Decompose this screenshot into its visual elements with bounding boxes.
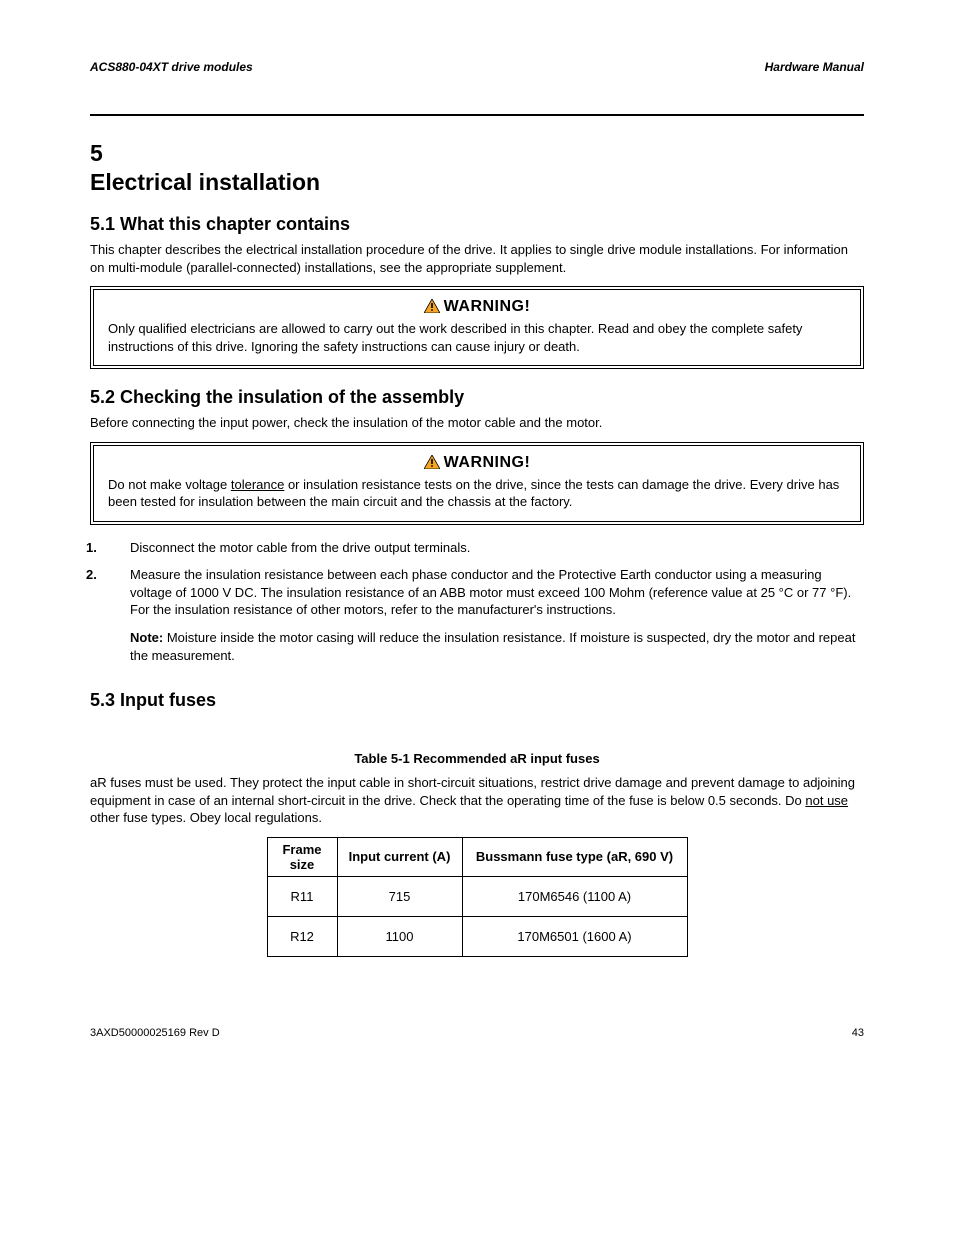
cell-fuse: 170M6546 (1100 A)	[462, 876, 687, 916]
th-fuse: Bussmann fuse type (aR, 690 V)	[462, 837, 687, 876]
fuses-intro: aR fuses must be used. They protect the …	[90, 774, 864, 827]
table-row: R12 1100 170M6501 (1600 A)	[267, 916, 687, 956]
table-caption: Table 5-1 Recommended aR input fuses	[90, 751, 864, 766]
intro-body: This chapter describes the electrical in…	[90, 241, 864, 276]
cell-fuse: 170M6501 (1600 A)	[462, 916, 687, 956]
header-left: ACS880-04XT drive modules	[90, 60, 253, 74]
fuses-intro-suffix: other fuse types. Obey local regulations…	[90, 810, 322, 825]
table-header-row: Frame size Input current (A) Bussmann fu…	[267, 837, 687, 876]
note-text: Moisture inside the motor casing will re…	[130, 630, 855, 663]
warning-2-underlined: tolerance	[231, 477, 284, 492]
warning-2-body: Do not make voltage tolerance or insulat…	[108, 476, 846, 511]
section-number: 5	[90, 140, 864, 167]
page-header: ACS880-04XT drive modules Hardware Manua…	[90, 60, 864, 74]
warning-2-head: WARNING!	[108, 454, 846, 472]
warning-1-body: Only qualified electricians are allowed …	[108, 320, 846, 355]
warning-1-head: WARNING!	[108, 298, 846, 316]
warning-icon	[424, 455, 440, 469]
note-label: Note:	[130, 630, 163, 645]
warning-2-prefix: Do not make voltage	[108, 477, 231, 492]
warning-2-title: WARNING!	[444, 454, 531, 471]
warning-box-1: WARNING! Only qualified electricians are…	[90, 286, 864, 369]
header-right: Hardware Manual	[765, 60, 864, 74]
cell-current: 1100	[337, 916, 462, 956]
intro-title: 5.1 What this chapter contains	[90, 214, 864, 235]
cell-current: 715	[337, 876, 462, 916]
section-title: Electrical installation	[90, 169, 864, 196]
th-frame: Frame size	[267, 837, 337, 876]
step-2-text: Measure the insulation resistance betwee…	[130, 567, 851, 617]
before-start-title: 5.2 Checking the insulation of the assem…	[90, 387, 864, 408]
warning-1-title: WARNING!	[444, 298, 531, 315]
insulation-step-2: 2.Measure the insulation resistance betw…	[130, 566, 864, 619]
cell-frame: R12	[267, 916, 337, 956]
before-start-body: Before connecting the input power, check…	[90, 414, 864, 432]
warning-box-2: WARNING! Do not make voltage tolerance o…	[90, 442, 864, 525]
step-1-num: 1.	[108, 539, 130, 557]
fuses-title: 5.3 Input fuses	[90, 690, 864, 711]
step-1-text: Disconnect the motor cable from the driv…	[130, 540, 470, 555]
footer-left: 3AXD50000025169 Rev D	[90, 1027, 220, 1039]
page-footer: 3AXD50000025169 Rev D 43	[90, 1027, 864, 1039]
footer-right: 43	[852, 1027, 864, 1039]
cell-frame: R11	[267, 876, 337, 916]
insulation-note: Note: Moisture inside the motor casing w…	[130, 629, 864, 664]
header-rule	[90, 114, 864, 116]
fuse-table: Frame size Input current (A) Bussmann fu…	[267, 837, 688, 957]
table-row: R11 715 170M6546 (1100 A)	[267, 876, 687, 916]
fuses-intro-underlined: not use	[805, 793, 848, 808]
fuses-intro-prefix: aR fuses must be used. They protect the …	[90, 775, 855, 808]
warning-icon	[424, 299, 440, 313]
insulation-step-1: 1.Disconnect the motor cable from the dr…	[130, 539, 864, 557]
step-2-num: 2.	[108, 566, 130, 584]
th-current: Input current (A)	[337, 837, 462, 876]
